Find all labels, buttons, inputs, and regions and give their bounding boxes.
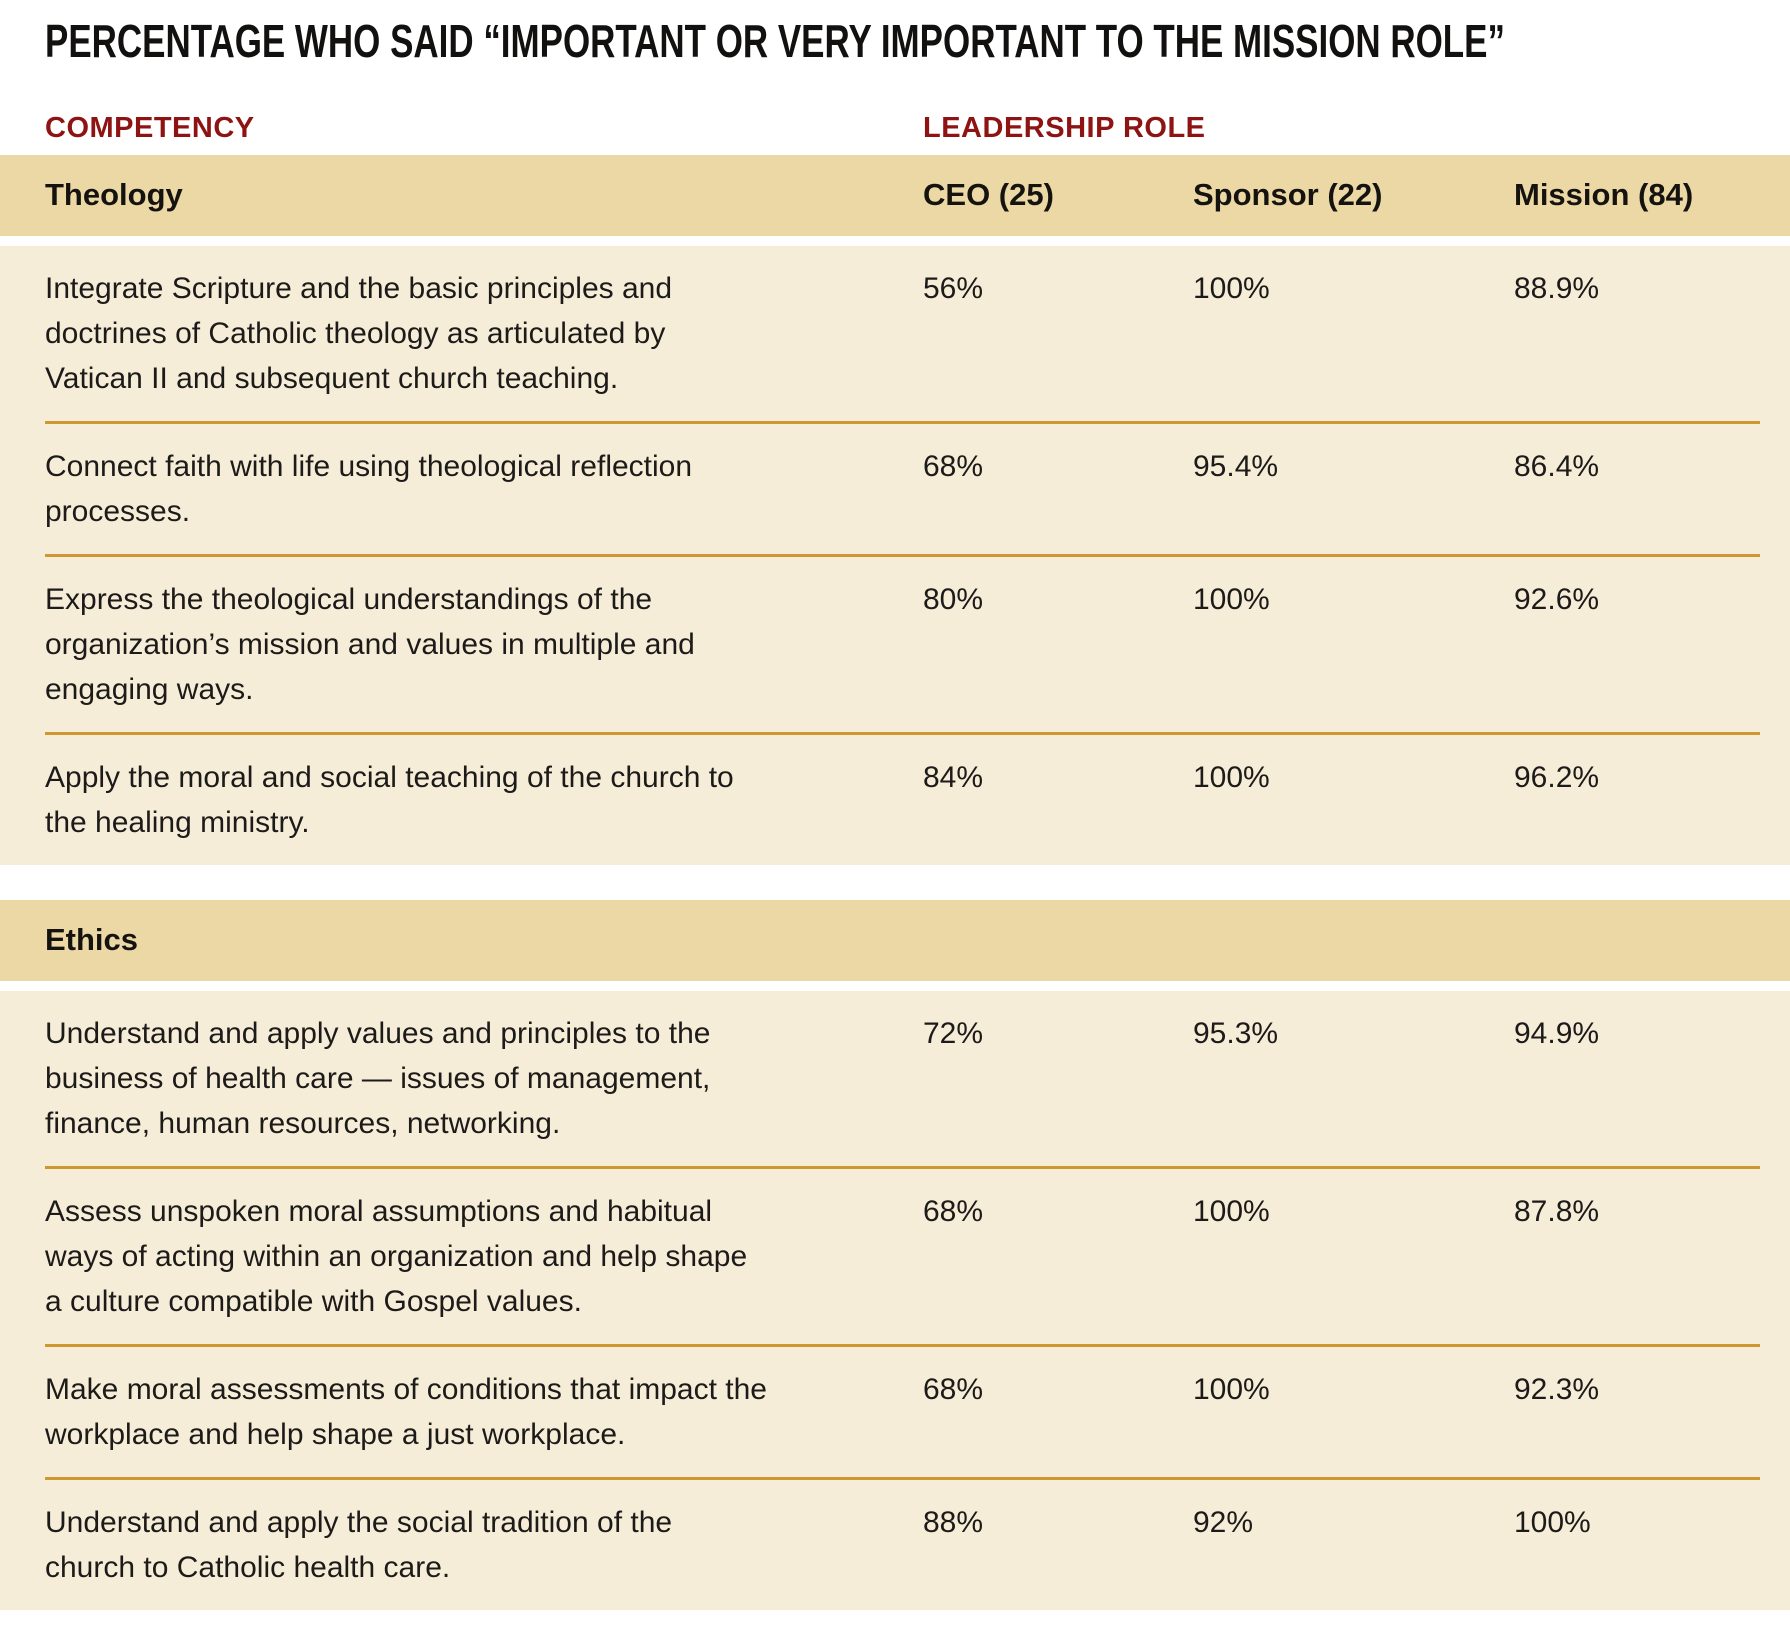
role-header-ceo: CEO (25) <box>923 177 1054 212</box>
row-divider <box>45 421 1760 424</box>
role-header-sponsor: Sponsor (22) <box>1193 177 1383 212</box>
ceo-value: 68% <box>923 1195 984 1228</box>
mission-value: 100% <box>1514 1506 1591 1539</box>
section-name: Theology <box>45 177 183 212</box>
ceo-value: 68% <box>923 1373 984 1406</box>
sponsor-value: 100% <box>1193 272 1270 305</box>
mission-value: 88.9% <box>1514 272 1600 305</box>
table-row: Understand and apply the social traditio… <box>0 1480 1790 1610</box>
section-name: Ethics <box>45 922 139 957</box>
ceo-value: 84% <box>923 761 984 794</box>
row-divider <box>45 1166 1760 1169</box>
competency-text: Understand and apply values and principl… <box>45 1017 711 1140</box>
role-header-spacer <box>923 922 1193 958</box>
mission-value: 92.6% <box>1514 583 1600 616</box>
sponsor-value: 100% <box>1193 1373 1270 1406</box>
leadership-role-group-label: LEADERSHIP ROLE <box>923 112 1206 144</box>
column-group-labels: COMPETENCY LEADERSHIP ROLE <box>0 112 1790 145</box>
mission-value: 92.3% <box>1514 1373 1600 1406</box>
row-divider <box>45 1477 1760 1480</box>
table-row: Apply the moral and social teaching of t… <box>0 735 1790 865</box>
section-body-theology: Integrate Scripture and the basic princi… <box>0 246 1790 865</box>
role-header-mission: Mission (84) <box>1514 177 1694 212</box>
section-body-ethics: Understand and apply values and principl… <box>0 991 1790 1610</box>
competency-text: Connect faith with life using theologica… <box>45 450 693 528</box>
section-gap <box>0 865 1790 890</box>
row-divider <box>45 732 1760 735</box>
competency-text: Assess unspoken moral assumptions and ha… <box>45 1195 748 1318</box>
ceo-value: 72% <box>923 1017 984 1050</box>
mission-value: 87.8% <box>1514 1195 1600 1228</box>
mission-value: 94.9% <box>1514 1017 1600 1050</box>
sponsor-value: 100% <box>1193 761 1270 794</box>
competency-text: Make moral assessments of conditions tha… <box>45 1373 767 1451</box>
table-row: Make moral assessments of conditions tha… <box>0 1347 1790 1477</box>
ceo-value: 68% <box>923 450 984 483</box>
table-row: Understand and apply values and principl… <box>0 991 1790 1166</box>
ceo-value: 88% <box>923 1506 984 1539</box>
ceo-value: 80% <box>923 583 984 616</box>
sponsor-value: 100% <box>1193 583 1270 616</box>
table-row: Express the theological understandings o… <box>0 557 1790 732</box>
sponsor-value: 100% <box>1193 1195 1270 1228</box>
sponsor-value: 95.3% <box>1193 1017 1279 1050</box>
row-divider <box>45 1344 1760 1347</box>
table-row: Assess unspoken moral assumptions and ha… <box>0 1169 1790 1344</box>
ceo-value: 56% <box>923 272 984 305</box>
competency-text: Understand and apply the social traditio… <box>45 1506 673 1584</box>
section-header-ethics: Ethics <box>0 900 1790 981</box>
competency-text: Integrate Scripture and the basic princi… <box>45 272 673 395</box>
role-header-spacer <box>1514 922 1790 958</box>
competency-text: Apply the moral and social teaching of t… <box>45 761 734 839</box>
bottom-margin <box>0 1610 1790 1650</box>
competency-group-label: COMPETENCY <box>45 112 255 144</box>
table-row: Connect faith with life using theologica… <box>0 424 1790 554</box>
figure-title: PERCENTAGE WHO SAID “IMPORTANT OR VERY I… <box>45 15 1505 67</box>
table-row: Integrate Scripture and the basic princi… <box>0 246 1790 421</box>
role-header-spacer <box>1193 922 1514 958</box>
competency-text: Express the theological understandings o… <box>45 583 695 706</box>
sponsor-value: 92% <box>1193 1506 1254 1539</box>
section-header-theology: Theology CEO (25) Sponsor (22) Mission (… <box>0 155 1790 236</box>
row-divider <box>45 554 1760 557</box>
mission-value: 86.4% <box>1514 450 1600 483</box>
mission-value: 96.2% <box>1514 761 1600 794</box>
sponsor-value: 95.4% <box>1193 450 1279 483</box>
